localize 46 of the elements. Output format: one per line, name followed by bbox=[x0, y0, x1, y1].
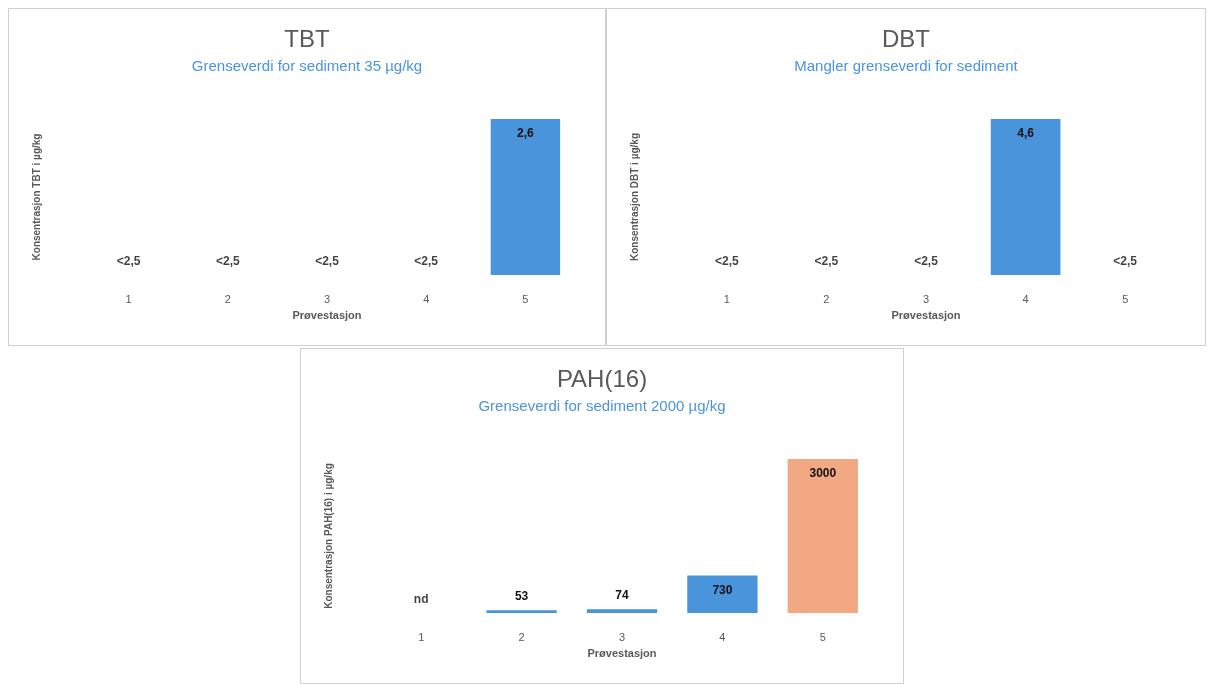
text: <2,5 bbox=[215, 254, 240, 268]
chart-subtitle: Grenseverdi for sediment 2000 µg/kg bbox=[478, 397, 726, 414]
bar bbox=[687, 575, 758, 613]
x-tick-label: 2 bbox=[224, 292, 231, 305]
x-tick-label: 1 bbox=[723, 292, 730, 305]
x-tick-label: 4 bbox=[1022, 292, 1029, 305]
data-label: 2,6 bbox=[517, 126, 535, 140]
text: <2,5 bbox=[814, 254, 839, 268]
x-tick-label: 3 bbox=[618, 630, 626, 643]
x-tick-label: 5 bbox=[819, 630, 826, 643]
text: <2,5 bbox=[1113, 254, 1138, 268]
x-axis-title: Prøvestasjon bbox=[891, 308, 961, 321]
text: <2,5 bbox=[414, 254, 439, 268]
x-tick-label: 3 bbox=[922, 292, 930, 305]
x-axis-title: Prøvestasjon bbox=[587, 646, 657, 659]
y-axis-title: Konsentrasjon PAH(16) i µg/kg bbox=[322, 463, 334, 609]
chart-title: PAH(16) bbox=[556, 364, 648, 392]
text: <2,5 bbox=[116, 254, 141, 268]
data-label: 3000 bbox=[809, 466, 837, 480]
data-label: 730 bbox=[712, 582, 733, 597]
data-label: 53 bbox=[514, 589, 529, 604]
bar bbox=[486, 610, 557, 613]
x-tick-label: 3 bbox=[323, 292, 331, 305]
x-tick-label: 1 bbox=[125, 292, 132, 305]
chart-subtitle: Mangler grenseverdi for sediment bbox=[794, 57, 1019, 74]
y-axis-title: Konsentrasjon TBT i µg/kg bbox=[30, 133, 42, 261]
bar bbox=[586, 609, 658, 613]
text: <2,5 bbox=[714, 254, 739, 268]
text: <2,5 bbox=[914, 254, 938, 268]
x-tick-label: 2 bbox=[518, 630, 525, 643]
chart-title: DBT bbox=[882, 24, 931, 52]
x-axis-title: Prøvestasjon bbox=[292, 308, 362, 321]
text: <2,5 bbox=[315, 254, 339, 268]
text: nd bbox=[413, 592, 429, 606]
x-tick-label: 4 bbox=[719, 630, 726, 643]
y-axis-title: Konsentrasjon DBT i µg/kg bbox=[628, 133, 640, 261]
x-tick-label: 4 bbox=[423, 292, 430, 305]
chart-subtitle: Grenseverdi for sediment 35 µg/kg bbox=[191, 57, 423, 74]
x-tick-label: 1 bbox=[418, 630, 425, 643]
bar bbox=[787, 459, 858, 613]
x-tick-label: 5 bbox=[522, 292, 529, 305]
data-label: 4,6 bbox=[1017, 126, 1035, 140]
x-tick-label: 2 bbox=[823, 292, 830, 305]
chart-title: TBT bbox=[284, 24, 330, 52]
x-tick-label: 5 bbox=[1122, 292, 1129, 305]
data-label: 74 bbox=[615, 588, 629, 603]
